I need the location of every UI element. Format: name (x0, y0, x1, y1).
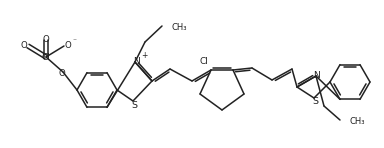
Text: +: + (141, 52, 147, 61)
Text: O: O (65, 41, 71, 49)
Text: N: N (314, 70, 320, 79)
Text: ⁻: ⁻ (72, 37, 76, 45)
Text: S: S (312, 98, 318, 107)
Text: Cl: Cl (200, 57, 209, 66)
Text: Cl: Cl (41, 53, 50, 62)
Text: CH₃: CH₃ (349, 118, 364, 127)
Text: O: O (21, 41, 27, 49)
Text: CH₃: CH₃ (171, 22, 187, 32)
Text: O: O (59, 69, 65, 78)
Text: N: N (134, 57, 141, 66)
Text: O: O (43, 34, 50, 44)
Text: S: S (131, 100, 137, 110)
